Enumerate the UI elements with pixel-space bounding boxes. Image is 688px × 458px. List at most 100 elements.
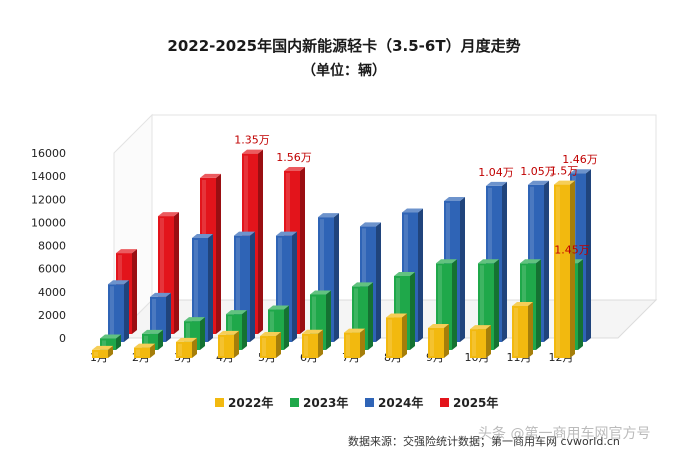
bar-highlight [194, 239, 198, 340]
bar-side [208, 233, 213, 342]
legend-item: 2023年 [290, 395, 348, 410]
data-label: 1.45万 [554, 243, 590, 256]
bar-side [292, 231, 297, 342]
bar-top [218, 330, 239, 335]
bar-side [242, 310, 247, 350]
bar [344, 328, 365, 358]
bar-highlight [178, 343, 182, 356]
bar-top [318, 213, 339, 218]
watermark: 头条 @第一商用车网官方号 [478, 425, 650, 442]
bar-side [410, 272, 415, 350]
data-label: 1.04万 [478, 166, 514, 179]
legend: 2022年 2023年 2024年 2025年 [215, 395, 498, 410]
bar-top [436, 259, 457, 264]
bar-side [368, 282, 373, 350]
bar-highlight [480, 265, 484, 348]
bar-highlight [152, 298, 156, 340]
bar [192, 233, 213, 342]
bar-top [184, 317, 205, 322]
bar-top [284, 166, 305, 171]
bar [428, 323, 449, 358]
bar-top [116, 249, 137, 254]
bar-side [418, 208, 423, 342]
bar-highlight [320, 219, 324, 340]
bar-highlight [160, 218, 164, 332]
bar [470, 325, 491, 358]
bar-side [494, 259, 499, 350]
legend-swatch [365, 398, 374, 407]
bar-top [444, 196, 465, 201]
bar-highlight [514, 307, 518, 356]
y-tick-label: 16000 [31, 147, 66, 160]
bar-highlight [236, 237, 240, 340]
data-label: 1.35万 [234, 134, 270, 147]
bar-highlight [472, 331, 476, 356]
y-tick-label: 10000 [31, 216, 66, 229]
bar [554, 180, 575, 358]
bar-side [258, 149, 263, 334]
bar-top [428, 323, 449, 328]
bar-side [402, 313, 407, 358]
bar-highlight [304, 335, 308, 356]
y-axis-ticks: 0 2000 4000 6000 8000 10000 12000 14000 16000 [31, 147, 66, 345]
bar-side [124, 280, 129, 342]
data-label: 1.46万 [562, 153, 598, 166]
y-tick-label: 4000 [38, 286, 66, 299]
bars-group [92, 149, 591, 358]
bar-top [302, 329, 323, 334]
bar-top [260, 332, 281, 337]
bar-side [578, 259, 583, 350]
bar-highlight [430, 329, 434, 356]
bar [108, 280, 129, 342]
bar [100, 334, 121, 350]
bar-highlight [136, 349, 140, 356]
bar-side [108, 345, 113, 358]
bar-top [360, 222, 381, 227]
chart-subtitle: （单位：辆） [302, 62, 386, 79]
bar-side [276, 332, 281, 358]
bar-top [470, 325, 491, 330]
bar-side [318, 329, 323, 358]
bar-top [570, 169, 591, 174]
bar-side [300, 166, 305, 334]
bar-top [520, 259, 541, 264]
bar-front [134, 347, 150, 358]
bar-side [444, 323, 449, 358]
bar-highlight [144, 335, 148, 348]
data-label: 1.05万 [520, 165, 556, 178]
bar-top [108, 280, 129, 285]
y-tick-label: 14000 [31, 170, 66, 183]
bar-top [200, 173, 221, 178]
bar-highlight [388, 319, 392, 356]
bar-top [386, 313, 407, 318]
legend-label: 2025年 [453, 395, 498, 410]
bar-side [150, 343, 155, 358]
bar-highlight [354, 288, 358, 348]
bar-top [394, 272, 415, 276]
bar-side [334, 213, 339, 342]
bar-highlight [346, 334, 350, 356]
y-tick-label: 12000 [31, 193, 66, 206]
legend-item: 2024年 [365, 395, 423, 410]
bar-side [528, 301, 533, 358]
bar-side [132, 249, 137, 334]
bar-side [250, 231, 255, 342]
bar-top [310, 290, 331, 295]
legend-item: 2022年 [215, 395, 273, 410]
bar-top [92, 345, 113, 350]
bar [260, 332, 281, 358]
bar-side [376, 222, 381, 342]
bar-side [116, 334, 121, 350]
bar-top [158, 212, 179, 217]
bar-side [502, 181, 507, 342]
y-tick-label: 0 [59, 332, 66, 345]
bar-side [486, 325, 491, 358]
bar-side [166, 292, 171, 342]
bar-highlight [270, 311, 274, 348]
y-tick-label: 6000 [38, 263, 66, 276]
x-axis-ticks: 1月2月3月4月5月6月7月8月9月10月11月12月 [90, 351, 574, 364]
y-tick-label: 2000 [38, 309, 66, 322]
bar-side [452, 259, 457, 350]
bar-front [92, 349, 108, 358]
